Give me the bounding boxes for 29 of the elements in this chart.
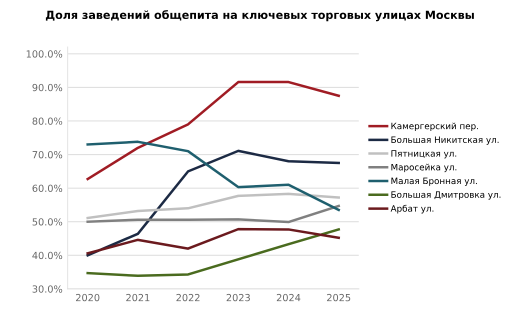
y-tick-label: 30.0% [32,285,62,293]
y-tick-label: 60.0% [32,184,62,192]
line-series [86,192,340,220]
x-tick-label: 2023 [226,294,250,302]
line-series [86,80,340,180]
y-tick-label: 50.0% [32,218,62,226]
chart-title: Доля заведений общепита на ключевых торговых улицах Москвы [46,10,474,22]
x-tick-label: 2021 [126,294,150,302]
legend-label: Пятницкая ул. [391,150,456,158]
legend-label: Маросейка ул. [391,164,456,172]
line-series [86,228,340,278]
x-tick-label: 2024 [276,294,300,302]
x-tick-label: 2020 [76,294,100,302]
y-tick-label: 80.0% [32,117,62,125]
y-tick-label: 40.0% [32,252,62,260]
y-tick-label: 70.0% [32,151,62,158]
x-tick-label: 2025 [327,294,350,302]
line-series [86,140,340,212]
y-tick-label: 100.0% [26,50,62,58]
x-tick-label: 2022 [176,294,200,302]
line-series [86,150,340,257]
legend-label: Камергерский пер. [391,122,478,131]
y-tick-label: 90.0% [32,84,62,92]
legend-label: Арбат ул. [390,204,434,214]
legend-label: Большая Никитская ул. [391,136,499,145]
legend-label: Большая Дмитровка ул. [391,191,500,200]
legend-label: Малая Бронная ул. [391,178,477,186]
line-series [86,204,340,224]
line-series [86,228,340,255]
